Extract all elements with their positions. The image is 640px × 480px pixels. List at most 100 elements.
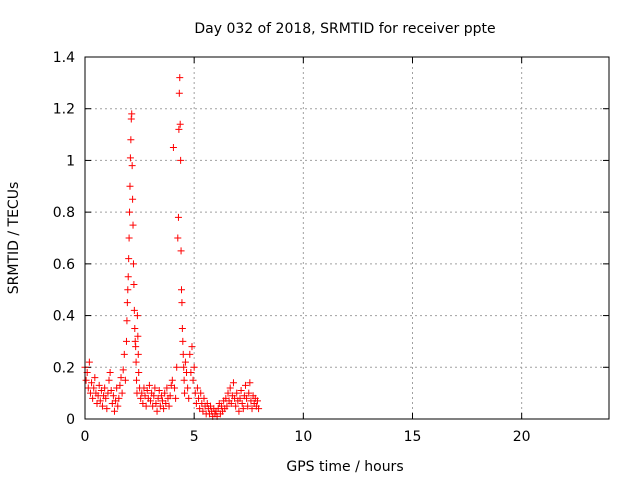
data-point [248,405,256,413]
data-point [153,407,161,415]
data-point [89,394,97,402]
data-point [128,162,136,170]
data-point [129,260,137,268]
data-point [134,350,142,358]
y-tick-label: 1.4 [53,50,75,66]
data-point [123,317,131,325]
data-point [147,397,154,405]
data-point [253,397,261,405]
plot-frame [84,56,610,420]
data-point [130,306,138,314]
data-point [124,286,132,294]
data-point [102,394,110,402]
data-point [255,405,263,413]
data-point [177,156,185,164]
data-point [165,402,173,410]
x-tick-label: 10 [294,429,312,445]
data-point [109,392,117,400]
data-point [172,394,180,402]
data-point [180,363,188,371]
data-point [176,120,184,128]
y-axis-label: SRMTID / TECUs [6,182,22,295]
data-point [176,74,184,82]
data-point [143,387,151,395]
data-point [184,384,192,392]
data-point [132,358,140,366]
data-point [226,384,234,392]
data-point [88,379,96,387]
data-point [114,402,122,410]
axis-ticks: 0 5 10 15 20 0 0.2 0.4 0.6 0.8 1 1.2 1.4 [53,50,609,445]
data-point [129,195,137,203]
data-point [129,221,137,229]
data-point [91,374,99,382]
data-point [116,381,124,389]
x-tick-label: 0 [81,429,90,445]
data-point [90,384,98,392]
data-point [137,394,145,402]
data-point [246,379,254,387]
data-point [145,381,153,389]
data-point [118,389,126,397]
data-point [133,376,141,384]
data-point [236,394,244,402]
y-tick-label: 0.6 [53,257,75,273]
data-point [187,368,195,376]
data-point [151,384,159,392]
data-point [169,144,177,151]
data-point [168,376,176,384]
data-point [244,402,252,410]
data-point [98,402,106,410]
data-point [135,368,143,376]
data-point [105,376,113,384]
y-tick-label: 0.2 [53,360,75,376]
data-point [237,387,245,395]
data-point [181,358,189,366]
data-point [82,376,90,384]
x-tick-label: 15 [404,429,422,445]
data-point [103,405,111,413]
data-point [185,394,193,402]
data-point [119,366,127,374]
chart-title: Day 032 of 2018, SRMTID for receiver ppt… [194,21,495,37]
grid-lines [85,57,609,419]
data-point [223,402,231,410]
data-point [125,255,133,263]
data-point [178,325,186,332]
data-point [245,389,253,397]
data-point [232,402,240,410]
data-point [152,399,160,407]
data-point [178,299,186,307]
y-tick-label: 1.2 [53,102,75,118]
data-point [161,389,169,397]
data-point [128,110,136,118]
data-point [121,376,129,384]
data-point [85,358,93,366]
y-tick-label: 0.4 [53,309,75,325]
data-point [175,89,183,97]
data-point [180,376,188,384]
data-point [122,337,130,345]
data-point [110,407,118,415]
data-point [179,350,187,358]
data-point [125,234,133,242]
data-point [229,379,237,387]
data-point [115,394,123,402]
data-point [186,350,194,358]
data-point [243,394,251,402]
y-tick-label: 1 [66,153,75,169]
data-point [238,399,246,407]
data-point [177,247,185,255]
data-point [174,213,182,221]
data-point [107,387,115,395]
data-point [227,399,235,407]
data-point [95,381,103,389]
data-point [175,125,183,133]
data-point [117,374,125,382]
data-point [200,394,208,402]
data-point [179,337,187,345]
data-point [235,407,243,415]
data-point [171,384,179,392]
